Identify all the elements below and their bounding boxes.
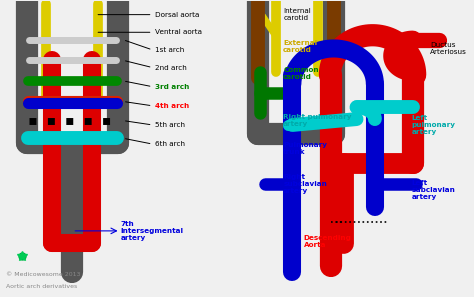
Text: Right pulmonary
artery: Right pulmonary artery — [283, 114, 352, 127]
Text: Aortic arch derivatives: Aortic arch derivatives — [6, 284, 77, 289]
Text: Dorsal aorta: Dorsal aorta — [155, 12, 199, 18]
Text: Left
pulmonary
artery: Left pulmonary artery — [411, 115, 456, 135]
Text: 5th arch: 5th arch — [155, 122, 185, 128]
Text: Descending
Aorta: Descending Aorta — [304, 235, 352, 248]
Text: Pulmonary
trunk: Pulmonary trunk — [283, 142, 327, 155]
Text: 6th arch: 6th arch — [155, 141, 185, 147]
Text: 4th arch: 4th arch — [155, 103, 189, 109]
Text: 1st arch: 1st arch — [155, 47, 184, 53]
Text: Right
subclavian
artery: Right subclavian artery — [283, 174, 327, 194]
Text: Ductus
Arteriosus: Ductus Arteriosus — [430, 42, 467, 55]
Text: Left
subclavian
artery: Left subclavian artery — [411, 180, 456, 200]
Text: 3rd arch: 3rd arch — [155, 84, 189, 90]
Text: Ventral aorta: Ventral aorta — [155, 29, 202, 35]
Text: External
carotid: External carotid — [283, 40, 317, 53]
Text: 2nd arch: 2nd arch — [155, 64, 187, 71]
Text: 7th
Intersegmental
artery: 7th Intersegmental artery — [120, 221, 183, 241]
Text: Common
carotid: Common carotid — [283, 67, 319, 80]
Text: © Medicowesome 2013: © Medicowesome 2013 — [6, 272, 81, 277]
Text: Internal
carotid: Internal carotid — [283, 8, 311, 21]
